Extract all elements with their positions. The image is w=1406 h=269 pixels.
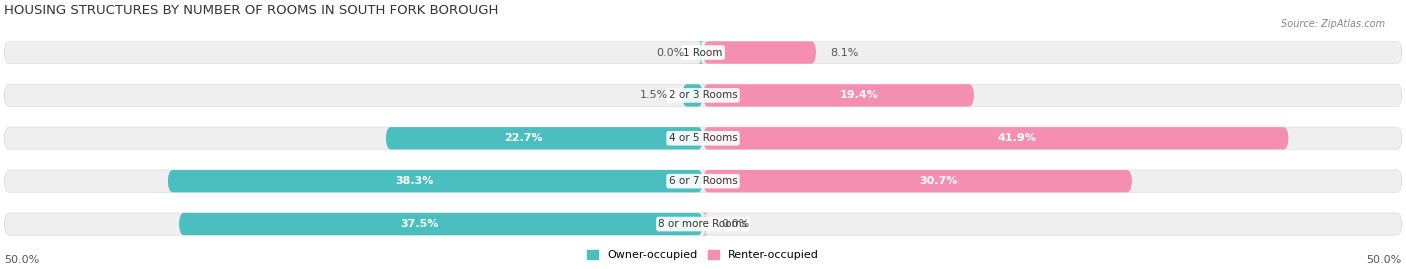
FancyBboxPatch shape bbox=[703, 127, 1289, 150]
FancyBboxPatch shape bbox=[4, 170, 1402, 192]
FancyBboxPatch shape bbox=[699, 41, 703, 64]
FancyBboxPatch shape bbox=[179, 213, 703, 235]
Text: 22.7%: 22.7% bbox=[505, 133, 543, 143]
Text: 0.0%: 0.0% bbox=[657, 48, 685, 58]
Text: 1.5%: 1.5% bbox=[640, 90, 668, 100]
Text: 0.0%: 0.0% bbox=[721, 219, 749, 229]
Text: 30.7%: 30.7% bbox=[920, 176, 957, 186]
FancyBboxPatch shape bbox=[4, 213, 1402, 235]
Text: HOUSING STRUCTURES BY NUMBER OF ROOMS IN SOUTH FORK BOROUGH: HOUSING STRUCTURES BY NUMBER OF ROOMS IN… bbox=[4, 4, 499, 17]
Text: Source: ZipAtlas.com: Source: ZipAtlas.com bbox=[1281, 19, 1385, 29]
Text: 8.1%: 8.1% bbox=[830, 48, 859, 58]
Text: 4 or 5 Rooms: 4 or 5 Rooms bbox=[669, 133, 737, 143]
FancyBboxPatch shape bbox=[682, 84, 703, 107]
Text: 41.9%: 41.9% bbox=[997, 133, 1036, 143]
Text: 50.0%: 50.0% bbox=[1367, 255, 1402, 265]
Text: 6 or 7 Rooms: 6 or 7 Rooms bbox=[669, 176, 737, 186]
FancyBboxPatch shape bbox=[703, 213, 707, 235]
Text: 2 or 3 Rooms: 2 or 3 Rooms bbox=[669, 90, 737, 100]
Text: 38.3%: 38.3% bbox=[395, 176, 433, 186]
Legend: Owner-occupied, Renter-occupied: Owner-occupied, Renter-occupied bbox=[586, 250, 820, 260]
Text: 8 or more Rooms: 8 or more Rooms bbox=[658, 219, 748, 229]
FancyBboxPatch shape bbox=[167, 170, 703, 192]
FancyBboxPatch shape bbox=[4, 41, 1402, 64]
FancyBboxPatch shape bbox=[703, 170, 1132, 192]
Text: 1 Room: 1 Room bbox=[683, 48, 723, 58]
FancyBboxPatch shape bbox=[703, 41, 817, 64]
Text: 50.0%: 50.0% bbox=[4, 255, 39, 265]
FancyBboxPatch shape bbox=[4, 127, 1402, 150]
FancyBboxPatch shape bbox=[385, 127, 703, 150]
Text: 19.4%: 19.4% bbox=[841, 90, 879, 100]
FancyBboxPatch shape bbox=[4, 84, 1402, 107]
Text: 37.5%: 37.5% bbox=[401, 219, 439, 229]
FancyBboxPatch shape bbox=[703, 84, 974, 107]
